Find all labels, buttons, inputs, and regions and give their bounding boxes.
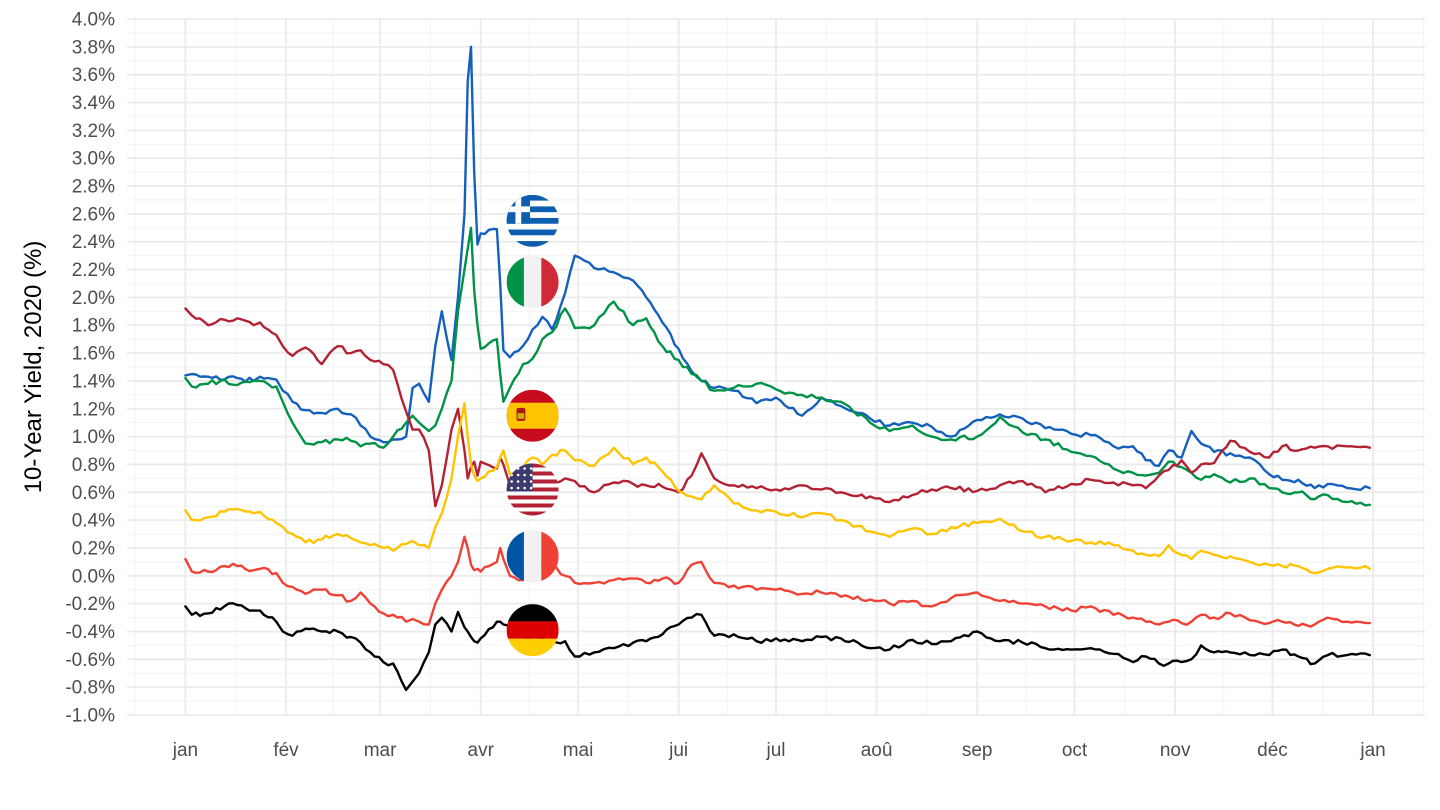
germany-flag-icon <box>506 604 559 657</box>
y-tick-label: 1.0% <box>72 427 115 448</box>
x-tick-label: jan <box>172 740 198 761</box>
x-tick-label: avr <box>468 740 495 761</box>
series-line-greece <box>184 45 1371 491</box>
x-axis: jan fév mar avr mai jui jul aoû sep oct nov déc jan <box>172 740 1386 761</box>
y-tick-label: 3.6% <box>72 65 115 86</box>
y-tick-label: -0.6% <box>65 650 115 671</box>
y-tick-label: 0.8% <box>72 455 115 476</box>
y-tick-label: 4.0% <box>72 10 115 31</box>
y-tick-label: 0.6% <box>72 483 115 504</box>
y-axis: -1.0% -0.8% -0.6% -0.4% -0.2% 0.0% 0.2% 0.4% 0.6… <box>65 10 115 727</box>
y-tick-label: 2.4% <box>72 232 115 253</box>
x-tick-label: sep <box>962 740 993 761</box>
y-tick-label: 1.2% <box>72 399 115 420</box>
series-line-france <box>184 535 1371 628</box>
y-tick-label: 3.0% <box>72 149 115 170</box>
france-flag-icon <box>506 530 559 583</box>
x-tick-label: jan <box>1359 740 1385 761</box>
x-tick-label: mar <box>364 740 397 761</box>
series-line-germany <box>184 602 1371 692</box>
x-tick-label: fév <box>273 740 299 761</box>
italy-flag-icon <box>506 256 559 309</box>
x-tick-label: nov <box>1160 740 1191 761</box>
y-tick-label: -0.4% <box>65 622 115 643</box>
y-tick-label: 0.4% <box>72 511 115 532</box>
x-tick-label: jul <box>765 740 785 761</box>
x-tick-label: oct <box>1062 740 1088 761</box>
y-tick-label: -1.0% <box>65 706 115 727</box>
y-tick-label: 1.4% <box>72 371 115 392</box>
y-tick-label: -0.2% <box>65 594 115 615</box>
x-tick-label: déc <box>1257 740 1288 761</box>
country-flags <box>506 194 559 657</box>
x-tick-label: aoû <box>861 740 893 761</box>
y-tick-label: 0.0% <box>72 566 115 587</box>
y-tick-label: -0.8% <box>65 678 115 699</box>
y-tick-label: 2.2% <box>72 260 115 281</box>
series-lines <box>184 45 1371 692</box>
y-tick-label: 2.0% <box>72 288 115 309</box>
x-tick-label: jui <box>668 740 688 761</box>
spain-flag-icon <box>506 389 559 442</box>
y-axis-title: 10-Year Yield, 2020 (%) <box>20 241 47 494</box>
x-tick-label: mai <box>563 740 594 761</box>
greece-flag-icon <box>506 194 559 247</box>
usa-flag-icon <box>506 463 559 516</box>
major-gridlines <box>127 18 1425 716</box>
series-line-italy <box>184 226 1371 507</box>
y-tick-label: 3.8% <box>72 37 115 58</box>
y-tick-label: 2.8% <box>72 177 115 198</box>
y-tick-label: 1.8% <box>72 316 115 337</box>
y-tick-label: 3.4% <box>72 93 115 114</box>
series-line-spain <box>184 402 1371 575</box>
y-tick-label: 3.2% <box>72 121 115 142</box>
y-tick-label: 0.2% <box>72 538 115 559</box>
y-tick-label: 1.6% <box>72 344 115 365</box>
y-tick-label: 2.6% <box>72 204 115 225</box>
series-line-portugal <box>184 307 1371 508</box>
